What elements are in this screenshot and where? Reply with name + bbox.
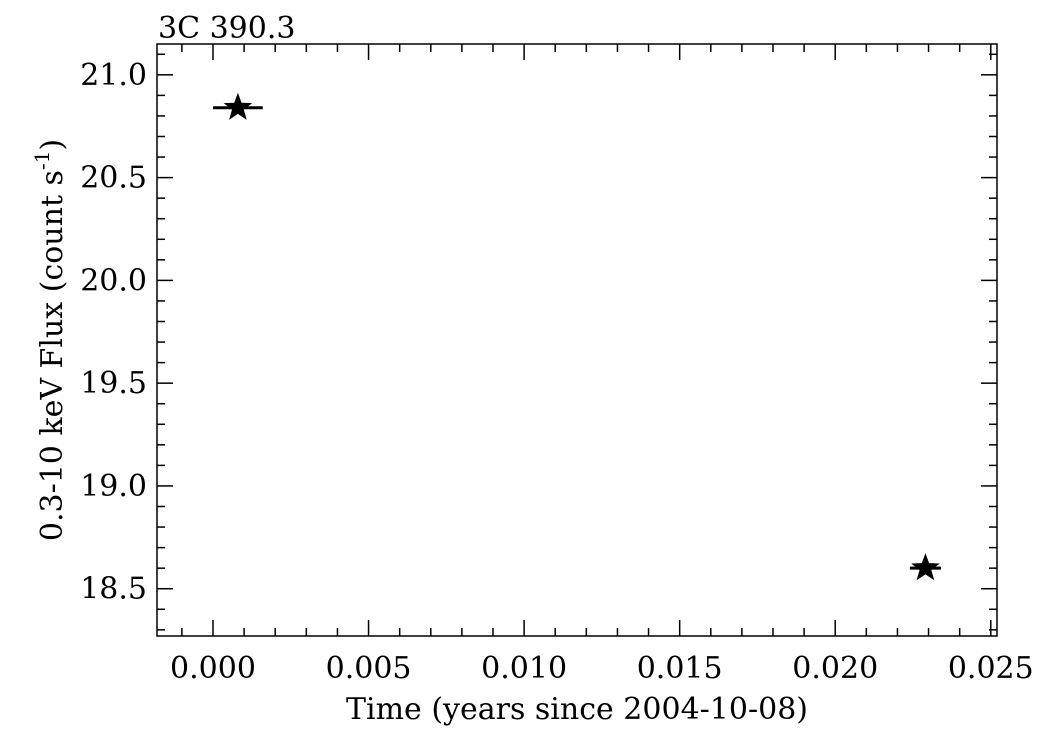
y-tick-label: 19.0 (80, 469, 147, 504)
x-tick-label: 0.020 (792, 651, 878, 686)
chart-title: 3C 390.3 (158, 11, 295, 46)
y-tick-label: 21.0 (80, 58, 147, 93)
y-tick-label: 19.5 (80, 366, 147, 401)
plot-frame (156, 43, 998, 637)
x-tick-label: 0.010 (481, 651, 567, 686)
y-axis-tick-labels: 18.5 19.0 19.5 20.0 20.5 21.0 (80, 58, 147, 607)
x-tick-label: 0.025 (948, 651, 1034, 686)
data-points (213, 92, 941, 581)
x-axis-tick-labels: 0.000 0.005 0.010 0.015 0.020 0.025 (170, 651, 1034, 686)
y-axis-ticks (157, 53, 997, 631)
y-axis-title-superscript: -1 (30, 151, 54, 170)
x-tick-label: 0.000 (170, 651, 256, 686)
y-tick-label: 20.5 (80, 161, 147, 196)
x-tick-label: 0.005 (326, 651, 412, 686)
y-axis-title: 0.3-10 keV Flux (count s-1) (30, 139, 70, 541)
data-point-star (223, 92, 253, 120)
y-axis-title-main: 0.3-10 keV Flux (count s (35, 170, 70, 541)
y-tick-label: 18.5 (80, 572, 147, 607)
y-tick-label: 20.0 (80, 263, 147, 298)
data-point-star (911, 553, 940, 581)
y-axis-title-close: ) (35, 139, 70, 151)
x-tick-label: 0.015 (637, 651, 723, 686)
x-axis-title: Time (years since 2004-10-08) (346, 692, 808, 727)
x-axis-ticks (181, 44, 992, 636)
